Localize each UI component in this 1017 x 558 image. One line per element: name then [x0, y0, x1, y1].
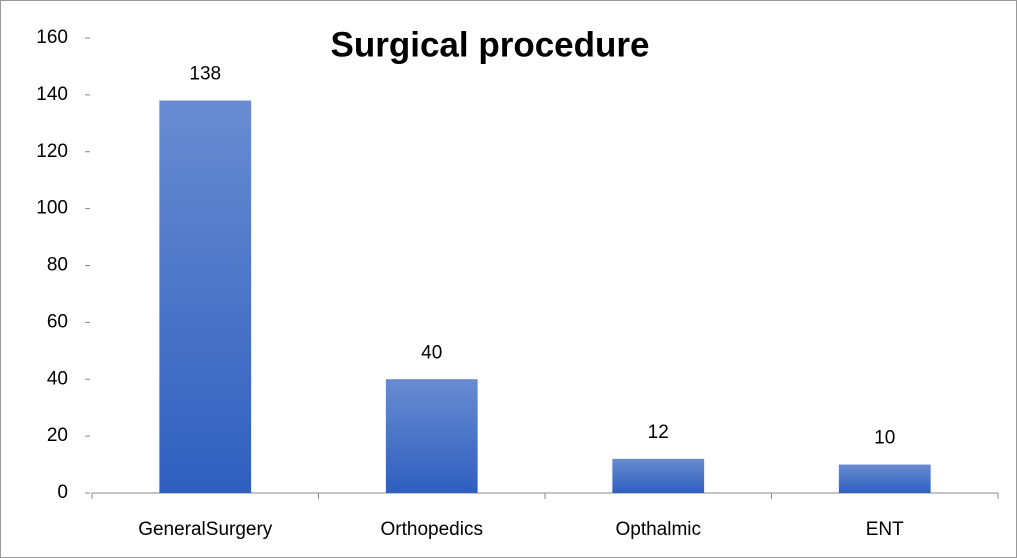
- bar: [385, 379, 478, 493]
- y-tick-label: 20: [47, 425, 68, 446]
- y-tick-label: 140: [36, 84, 68, 105]
- data-label: 10: [874, 428, 895, 449]
- y-tick-label: 160: [36, 27, 68, 48]
- chart-title: Surgical procedure: [331, 25, 650, 64]
- y-tick-label: 100: [36, 198, 68, 219]
- y-tick-label: 0: [57, 482, 68, 503]
- y-tick-label: 80: [47, 255, 68, 276]
- y-tick-label: 120: [36, 141, 68, 162]
- data-label: 40: [421, 342, 442, 363]
- data-label: 138: [189, 64, 221, 85]
- bar: [838, 464, 931, 493]
- y-tick-label: 40: [47, 368, 68, 389]
- bar: [159, 100, 252, 493]
- bar: [612, 458, 705, 493]
- y-tick-label: 60: [47, 311, 68, 332]
- x-tick-label: ENT: [866, 519, 904, 540]
- x-tick-label: Orthopedics: [381, 519, 483, 540]
- x-tick-label: Opthalmic: [615, 519, 701, 540]
- data-label: 12: [648, 422, 669, 443]
- x-tick-label: GeneralSurgery: [138, 519, 273, 540]
